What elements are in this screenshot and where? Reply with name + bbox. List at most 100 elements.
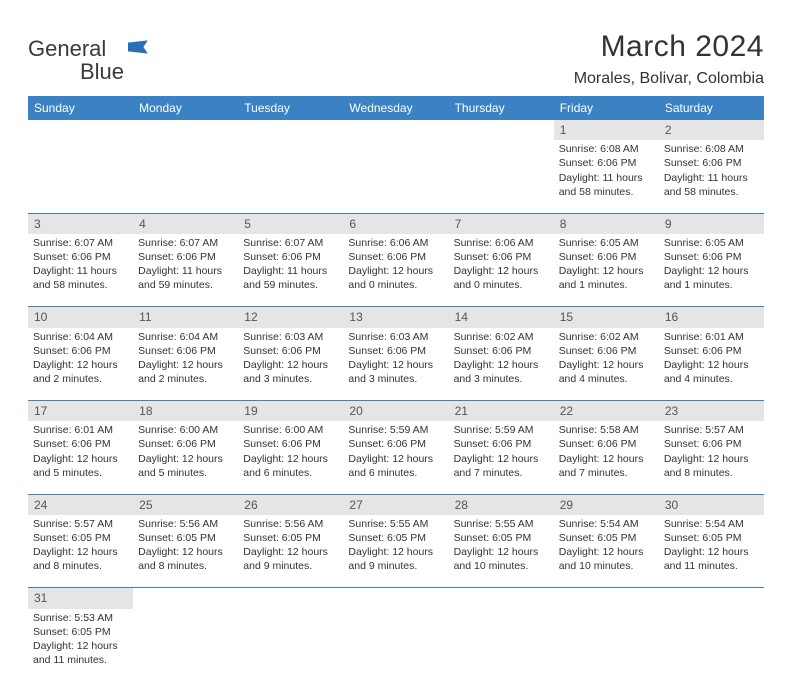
day-detail-cell: Sunrise: 5:55 AMSunset: 6:05 PMDaylight:… <box>449 515 554 588</box>
day-number-cell: 26 <box>238 494 343 515</box>
day-detail-cell: Sunrise: 6:01 AMSunset: 6:06 PMDaylight:… <box>659 328 764 401</box>
day-number-cell: 21 <box>449 401 554 422</box>
day-detail-cell: Sunrise: 6:02 AMSunset: 6:06 PMDaylight:… <box>449 328 554 401</box>
day-number-cell: 30 <box>659 494 764 515</box>
week-row: Sunrise: 6:04 AMSunset: 6:06 PMDaylight:… <box>28 328 764 401</box>
weekday-header: Friday <box>554 96 659 120</box>
day-number-cell: 1 <box>554 120 659 140</box>
day-number-cell <box>659 588 764 609</box>
day-number-cell <box>133 588 238 609</box>
logo-word1: General <box>28 36 106 61</box>
day-number-cell: 18 <box>133 401 238 422</box>
day-number-cell: 27 <box>343 494 448 515</box>
day-number-cell: 29 <box>554 494 659 515</box>
day-number-row: 3456789 <box>28 213 764 234</box>
day-detail-cell <box>343 140 448 213</box>
day-detail-cell: Sunrise: 6:08 AMSunset: 6:06 PMDaylight:… <box>554 140 659 213</box>
day-detail-cell: Sunrise: 6:07 AMSunset: 6:06 PMDaylight:… <box>28 234 133 307</box>
day-number-cell: 5 <box>238 213 343 234</box>
day-detail-cell: Sunrise: 6:01 AMSunset: 6:06 PMDaylight:… <box>28 421 133 494</box>
day-number-cell: 17 <box>28 401 133 422</box>
day-number-row: 24252627282930 <box>28 494 764 515</box>
page-title: March 2024 <box>574 30 764 64</box>
day-detail-cell: Sunrise: 5:59 AMSunset: 6:06 PMDaylight:… <box>449 421 554 494</box>
location-text: Morales, Bolivar, Colombia <box>574 70 764 88</box>
day-detail-cell <box>133 609 238 682</box>
day-detail-cell <box>238 609 343 682</box>
weekday-header: Tuesday <box>238 96 343 120</box>
day-detail-cell <box>449 140 554 213</box>
day-number-cell: 11 <box>133 307 238 328</box>
week-row: Sunrise: 5:57 AMSunset: 6:05 PMDaylight:… <box>28 515 764 588</box>
day-detail-cell: Sunrise: 6:03 AMSunset: 6:06 PMDaylight:… <box>343 328 448 401</box>
day-number-cell: 6 <box>343 213 448 234</box>
day-detail-cell: Sunrise: 6:00 AMSunset: 6:06 PMDaylight:… <box>238 421 343 494</box>
day-detail-cell <box>133 140 238 213</box>
day-number-cell: 24 <box>28 494 133 515</box>
day-detail-cell: Sunrise: 6:07 AMSunset: 6:06 PMDaylight:… <box>133 234 238 307</box>
day-number-cell: 23 <box>659 401 764 422</box>
day-number-cell: 7 <box>449 213 554 234</box>
day-number-cell: 9 <box>659 213 764 234</box>
day-number-cell <box>343 120 448 140</box>
logo: General Blue <box>28 38 150 84</box>
day-number-cell <box>343 588 448 609</box>
week-row: Sunrise: 6:01 AMSunset: 6:06 PMDaylight:… <box>28 421 764 494</box>
day-number-cell <box>28 120 133 140</box>
day-number-cell <box>449 588 554 609</box>
weekday-header: Wednesday <box>343 96 448 120</box>
day-detail-cell: Sunrise: 5:57 AMSunset: 6:05 PMDaylight:… <box>28 515 133 588</box>
day-number-cell: 12 <box>238 307 343 328</box>
day-number-cell: 22 <box>554 401 659 422</box>
day-detail-cell: Sunrise: 6:07 AMSunset: 6:06 PMDaylight:… <box>238 234 343 307</box>
day-number-cell: 14 <box>449 307 554 328</box>
day-number-cell: 16 <box>659 307 764 328</box>
day-number-row: 17181920212223 <box>28 401 764 422</box>
day-number-cell: 8 <box>554 213 659 234</box>
day-detail-cell: Sunrise: 5:56 AMSunset: 6:05 PMDaylight:… <box>238 515 343 588</box>
week-row: Sunrise: 6:07 AMSunset: 6:06 PMDaylight:… <box>28 234 764 307</box>
day-detail-cell: Sunrise: 5:59 AMSunset: 6:06 PMDaylight:… <box>343 421 448 494</box>
day-detail-cell: Sunrise: 5:53 AMSunset: 6:05 PMDaylight:… <box>28 609 133 682</box>
day-number-cell: 28 <box>449 494 554 515</box>
day-detail-cell: Sunrise: 5:56 AMSunset: 6:05 PMDaylight:… <box>133 515 238 588</box>
week-row: Sunrise: 6:08 AMSunset: 6:06 PMDaylight:… <box>28 140 764 213</box>
day-number-cell: 4 <box>133 213 238 234</box>
day-detail-cell <box>238 140 343 213</box>
day-detail-cell <box>449 609 554 682</box>
day-detail-cell: Sunrise: 6:05 AMSunset: 6:06 PMDaylight:… <box>554 234 659 307</box>
day-number-cell: 20 <box>343 401 448 422</box>
flag-icon <box>128 40 150 54</box>
day-detail-cell: Sunrise: 5:57 AMSunset: 6:06 PMDaylight:… <box>659 421 764 494</box>
day-detail-cell: Sunrise: 6:08 AMSunset: 6:06 PMDaylight:… <box>659 140 764 213</box>
day-number-cell: 19 <box>238 401 343 422</box>
day-detail-cell: Sunrise: 6:04 AMSunset: 6:06 PMDaylight:… <box>133 328 238 401</box>
weekday-header: Sunday <box>28 96 133 120</box>
day-detail-cell <box>343 609 448 682</box>
day-number-cell <box>449 120 554 140</box>
day-number-cell: 15 <box>554 307 659 328</box>
day-number-row: 31 <box>28 588 764 609</box>
day-detail-cell <box>659 609 764 682</box>
day-detail-cell: Sunrise: 5:54 AMSunset: 6:05 PMDaylight:… <box>659 515 764 588</box>
day-number-cell <box>133 120 238 140</box>
day-detail-cell: Sunrise: 5:54 AMSunset: 6:05 PMDaylight:… <box>554 515 659 588</box>
day-number-cell: 2 <box>659 120 764 140</box>
day-detail-cell: Sunrise: 6:05 AMSunset: 6:06 PMDaylight:… <box>659 234 764 307</box>
week-row: Sunrise: 5:53 AMSunset: 6:05 PMDaylight:… <box>28 609 764 682</box>
day-number-row: 10111213141516 <box>28 307 764 328</box>
weekday-header: Saturday <box>659 96 764 120</box>
day-number-cell: 3 <box>28 213 133 234</box>
day-detail-cell: Sunrise: 5:58 AMSunset: 6:06 PMDaylight:… <box>554 421 659 494</box>
day-detail-cell: Sunrise: 6:06 AMSunset: 6:06 PMDaylight:… <box>343 234 448 307</box>
calendar-table: SundayMondayTuesdayWednesdayThursdayFrid… <box>28 96 764 682</box>
weekday-header: Thursday <box>449 96 554 120</box>
day-number-cell: 13 <box>343 307 448 328</box>
day-detail-cell: Sunrise: 5:55 AMSunset: 6:05 PMDaylight:… <box>343 515 448 588</box>
day-number-row: 12 <box>28 120 764 140</box>
day-detail-cell: Sunrise: 6:02 AMSunset: 6:06 PMDaylight:… <box>554 328 659 401</box>
day-number-cell <box>554 588 659 609</box>
day-number-cell <box>238 120 343 140</box>
logo-word2: Blue <box>80 59 124 84</box>
day-detail-cell: Sunrise: 6:00 AMSunset: 6:06 PMDaylight:… <box>133 421 238 494</box>
